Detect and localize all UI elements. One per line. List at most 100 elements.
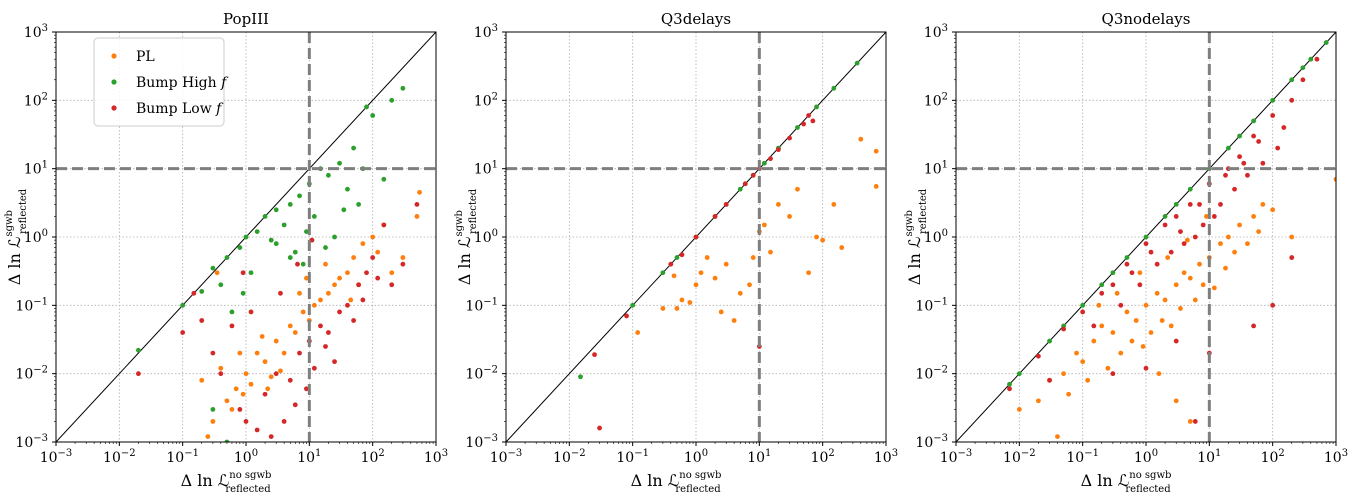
data-point bbox=[323, 344, 328, 349]
data-point bbox=[417, 189, 422, 195]
data-point bbox=[240, 290, 246, 296]
data-point bbox=[1143, 241, 1149, 247]
x-tick-label: 103 bbox=[424, 448, 448, 466]
data-point bbox=[660, 270, 666, 276]
data-point bbox=[240, 270, 246, 276]
data-point bbox=[210, 406, 216, 412]
y-tick-exp: 3 bbox=[42, 23, 48, 34]
data-point bbox=[1133, 318, 1139, 323]
data-point bbox=[810, 118, 816, 124]
data-point bbox=[1281, 125, 1287, 130]
data-point bbox=[218, 371, 224, 377]
data-point bbox=[1085, 377, 1091, 383]
data-point bbox=[287, 323, 293, 329]
data-point bbox=[1061, 371, 1067, 377]
y-tick-label: 102 bbox=[474, 91, 498, 109]
x-tick-exp: −1 bbox=[1084, 448, 1099, 459]
data-point bbox=[237, 245, 243, 250]
panel-PopIII: 10−310−310−210−210−110−11001001011011021… bbox=[4, 10, 448, 495]
x-tick-label: 10−2 bbox=[553, 448, 586, 466]
x-axis-label: Δ ln ℒno sgwb reflected bbox=[631, 470, 722, 495]
y-label-sub: reflected bbox=[468, 188, 479, 234]
data-point bbox=[624, 313, 629, 319]
data-point bbox=[1223, 265, 1228, 271]
x-tick-exp: −1 bbox=[634, 448, 649, 459]
data-point bbox=[1080, 359, 1086, 365]
data-point bbox=[254, 350, 260, 356]
data-point bbox=[268, 434, 274, 439]
data-point bbox=[1308, 56, 1314, 62]
data-point bbox=[1270, 302, 1276, 308]
data-point bbox=[635, 330, 641, 335]
x-label-sub: reflected bbox=[1125, 484, 1171, 495]
data-point bbox=[237, 406, 243, 412]
data-point bbox=[1148, 249, 1154, 255]
data-point bbox=[295, 261, 300, 267]
data-point bbox=[292, 249, 298, 255]
data-point bbox=[723, 201, 729, 207]
data-point bbox=[1137, 270, 1143, 276]
data-point bbox=[831, 201, 837, 207]
data-point bbox=[224, 398, 230, 404]
data-point bbox=[761, 160, 767, 166]
data-point bbox=[1251, 323, 1257, 329]
y-tick-exp: −1 bbox=[33, 296, 48, 307]
data-point bbox=[750, 172, 756, 178]
data-point bbox=[693, 234, 699, 240]
data-point bbox=[1096, 302, 1102, 308]
data-point bbox=[348, 297, 354, 303]
y-tick-exp: −2 bbox=[483, 365, 498, 376]
data-point bbox=[1114, 290, 1120, 296]
x-tick-label: 10−3 bbox=[490, 448, 523, 466]
y-tick-label: 10−2 bbox=[15, 365, 48, 383]
y-tick-exp: −3 bbox=[33, 433, 48, 444]
data-point bbox=[1124, 309, 1130, 315]
data-point bbox=[674, 306, 680, 311]
data-point bbox=[1197, 261, 1202, 267]
y-tick-label: 103 bbox=[474, 23, 498, 41]
x-tick-label: 10−2 bbox=[103, 448, 136, 466]
data-point bbox=[1218, 241, 1223, 247]
data-point bbox=[240, 391, 246, 397]
data-point bbox=[248, 309, 254, 315]
data-point bbox=[262, 359, 268, 365]
data-point bbox=[737, 290, 743, 296]
y-tick-label: 102 bbox=[924, 91, 948, 109]
x-tick-label: 10−3 bbox=[940, 448, 973, 466]
data-point bbox=[332, 359, 337, 365]
x-label-sub: reflected bbox=[225, 484, 271, 495]
data-point bbox=[1047, 377, 1052, 383]
data-point bbox=[660, 306, 666, 311]
data-point bbox=[787, 135, 792, 141]
data-point bbox=[214, 270, 220, 276]
data-point bbox=[243, 371, 249, 377]
legend: PL Bump High f Bump Low f bbox=[93, 37, 229, 127]
data-point bbox=[1211, 214, 1217, 219]
y-tick-exp: 0 bbox=[942, 228, 948, 239]
x-axis-label: Δ ln ℒno sgwb reflected bbox=[181, 470, 272, 495]
x-tick-exp: 2 bbox=[828, 448, 834, 459]
data-point bbox=[1110, 330, 1116, 335]
data-point bbox=[1270, 97, 1276, 103]
panel-title: Q3nodelays bbox=[1102, 10, 1191, 28]
data-point bbox=[1251, 118, 1257, 124]
data-point bbox=[1110, 270, 1116, 276]
data-point bbox=[1162, 214, 1168, 219]
data-point bbox=[318, 323, 323, 329]
panel-Q3nodelays: 10−310−310−210−210−110−11001001011011021… bbox=[904, 10, 1348, 495]
legend-box bbox=[93, 37, 225, 127]
data-point bbox=[1159, 318, 1165, 323]
data-point bbox=[1110, 282, 1116, 288]
data-point bbox=[1237, 222, 1242, 228]
data-point bbox=[795, 186, 800, 192]
panel-title: Q3delays bbox=[661, 10, 731, 28]
x-tick-exp: −1 bbox=[184, 448, 199, 459]
data-point bbox=[712, 214, 718, 219]
data-point bbox=[1218, 201, 1223, 207]
data-point bbox=[839, 245, 845, 250]
x-tick-exp: 2 bbox=[1278, 448, 1284, 459]
legend-label: PL bbox=[136, 49, 155, 65]
data-point bbox=[364, 104, 369, 110]
data-point bbox=[1110, 371, 1116, 377]
data-point bbox=[873, 148, 879, 154]
